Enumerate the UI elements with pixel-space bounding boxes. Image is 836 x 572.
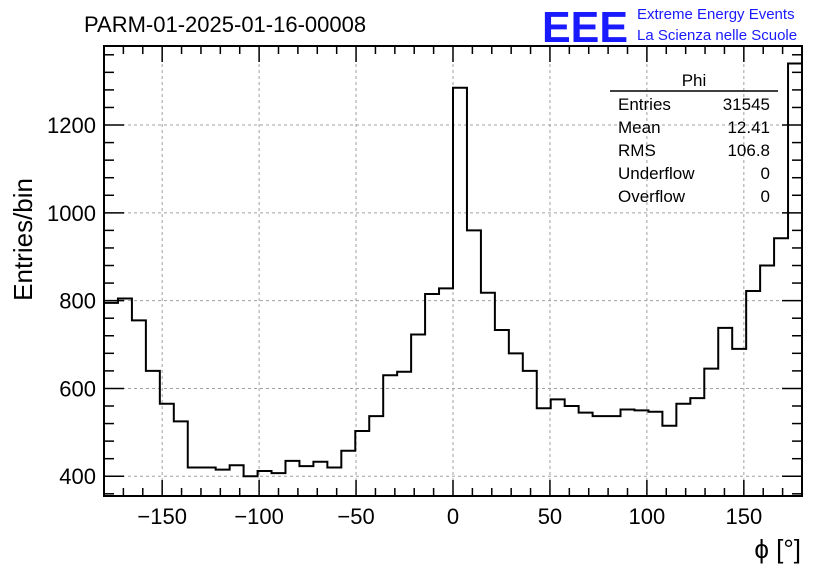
eee-logo: EEE Extreme Energy Events La Scienza nel… xyxy=(542,3,797,52)
x-tick-label: 0 xyxy=(447,504,459,529)
stats-label-overflow: Overflow xyxy=(618,187,686,206)
logo-line2: La Scienza nelle Scuole xyxy=(637,27,797,44)
logo-line1: Extreme Energy Events xyxy=(637,6,795,23)
stats-value-entries: 31545 xyxy=(723,95,770,114)
x-tick-label: −150 xyxy=(137,504,187,529)
y-tick-label: 1200 xyxy=(47,113,96,138)
logo-mark: EEE xyxy=(542,3,628,52)
stats-label-rms: RMS xyxy=(618,141,656,160)
y-axis-label: Entries/bin xyxy=(8,178,38,301)
y-tick-labels: 400 600 800 1000 1200 xyxy=(47,113,96,489)
stats-value-underflow: 0 xyxy=(761,164,770,183)
x-tick-label: −100 xyxy=(234,504,284,529)
stats-value-mean: 12.41 xyxy=(727,118,770,137)
y-tick-label: 600 xyxy=(59,376,96,401)
y-tick-label: 400 xyxy=(59,464,96,489)
stats-box: Phi Entries 31545 Mean 12.41 RMS 106.8 U… xyxy=(610,71,778,206)
x-axis-label: ϕ [°] xyxy=(754,534,801,564)
y-tick-label: 1000 xyxy=(47,201,96,226)
stats-title: Phi xyxy=(682,71,707,90)
chart-title: PARM-01-2025-01-16-00008 xyxy=(84,12,366,37)
y-tick-label: 800 xyxy=(59,289,96,314)
x-tick-label: −50 xyxy=(337,504,374,529)
stats-label-entries: Entries xyxy=(618,95,671,114)
axis-ticks xyxy=(103,46,803,496)
histogram-line xyxy=(104,62,802,478)
stats-value-rms: 106.8 xyxy=(727,141,770,160)
x-tick-label: 100 xyxy=(629,504,666,529)
stats-label-mean: Mean xyxy=(618,118,661,137)
x-tick-label: 50 xyxy=(538,504,562,529)
stats-value-overflow: 0 xyxy=(761,187,770,206)
x-tick-labels: −150 −100 −50 0 50 100 150 xyxy=(137,504,762,529)
x-tick-label: 150 xyxy=(725,504,762,529)
stats-label-underflow: Underflow xyxy=(618,164,695,183)
